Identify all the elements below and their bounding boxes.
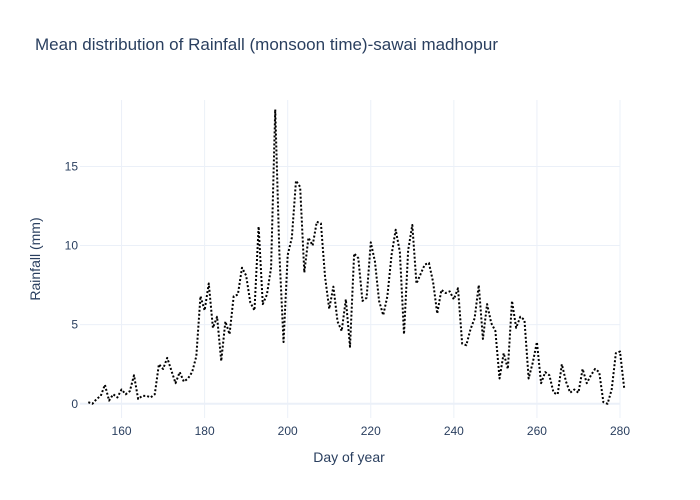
y-tick-label: 10 bbox=[65, 239, 79, 253]
rainfall-series-line bbox=[87, 108, 626, 405]
x-tick-label: 240 bbox=[444, 424, 464, 438]
y-tick-label: 15 bbox=[65, 159, 79, 173]
series-layer bbox=[87, 108, 626, 405]
x-tick-label: 280 bbox=[610, 424, 630, 438]
chart-title: Mean distribution of Rainfall (monsoon t… bbox=[35, 35, 498, 54]
y-tick-label: 5 bbox=[71, 318, 78, 332]
x-tick-label: 220 bbox=[361, 424, 381, 438]
x-axis-title: Day of year bbox=[313, 449, 385, 465]
grid-lines bbox=[80, 100, 621, 418]
x-tick-label: 260 bbox=[527, 424, 547, 438]
y-axis-title: Rainfall (mm) bbox=[27, 217, 43, 300]
x-tick-label: 180 bbox=[195, 424, 215, 438]
tick-labels: 160 180 200 220 240 260 280 0 5 10 15 bbox=[65, 159, 631, 438]
y-tick-label: 0 bbox=[71, 397, 78, 411]
x-tick-label: 200 bbox=[278, 424, 298, 438]
x-tick-label: 160 bbox=[112, 424, 132, 438]
